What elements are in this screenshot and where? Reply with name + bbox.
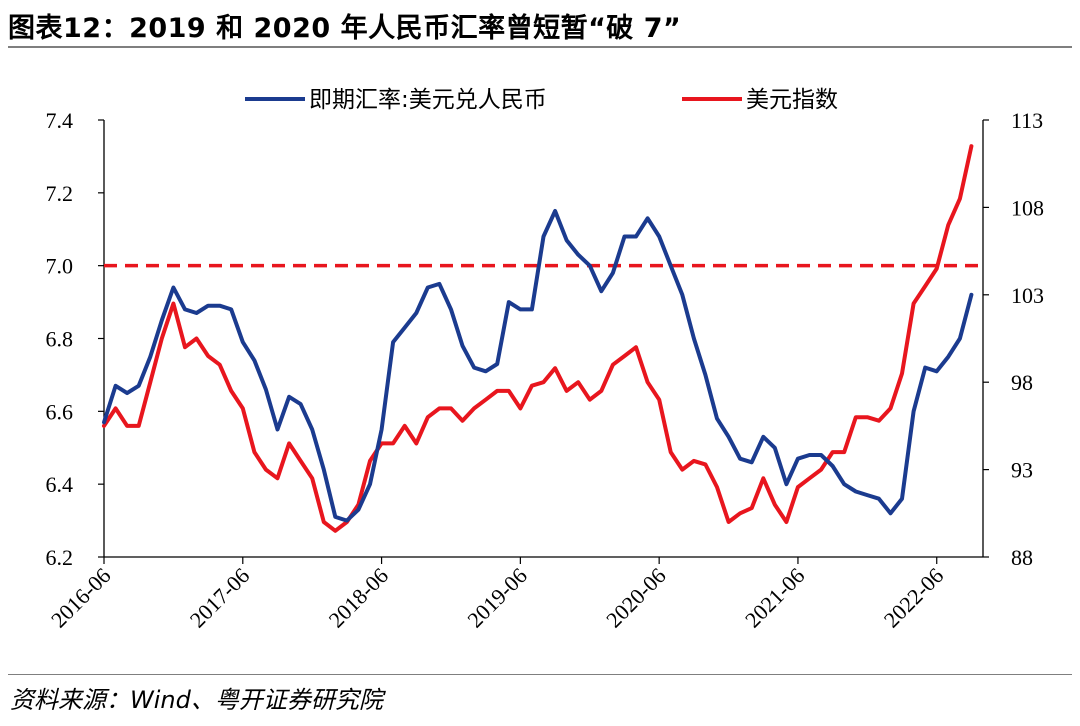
x-tick-label: 2016-06 xyxy=(46,563,116,633)
legend-label-dollar-index: 美元指数 xyxy=(746,87,838,113)
x-tick-label: 2020-06 xyxy=(601,563,671,633)
axes xyxy=(98,119,989,564)
legend-label-cny-rate: 即期汇率:美元兑人民币 xyxy=(309,87,547,113)
x-tick-label: 2019-06 xyxy=(462,563,532,633)
y-left-tick-label: 7.4 xyxy=(46,108,74,133)
source-note: 资料来源：Wind、粤开证券研究院 xyxy=(10,686,383,714)
y-right-tick-label: 108 xyxy=(1011,195,1044,220)
title-divider xyxy=(8,46,1072,48)
x-tick-label: 2017-06 xyxy=(185,563,255,633)
chart-title: 图表12：2019 和 2020 年人民币汇率曾短暂“破 7” xyxy=(8,13,682,44)
y-right-tick-label: 103 xyxy=(1011,283,1044,308)
y-left-tick-label: 6.6 xyxy=(46,399,74,424)
y-right-tick-label: 93 xyxy=(1011,458,1033,483)
y-left-tick-label: 6.8 xyxy=(46,327,74,352)
x-tick-label: 2021-06 xyxy=(740,563,810,633)
series-line-dollar-index xyxy=(102,144,974,533)
series-line-cny-rate xyxy=(102,209,974,523)
x-tick-label: 2018-06 xyxy=(324,563,394,633)
series-group xyxy=(102,144,974,533)
y-left-tick-label: 7.0 xyxy=(46,254,74,279)
y-left-tick-label: 6.4 xyxy=(46,472,74,497)
x-tick-label: 2022-06 xyxy=(879,563,949,633)
source-divider xyxy=(8,674,1072,675)
y-right-tick-label: 113 xyxy=(1011,108,1043,133)
y-left-tick-label: 7.2 xyxy=(46,181,74,206)
legend: 即期汇率:美元兑人民币 美元指数 xyxy=(245,87,838,113)
tick-labels: 6.2 6.4 6.6 6.8 7.0 7.2 7.4 88 93 98 103 108 113 2016… xyxy=(46,108,1045,632)
y-right-tick-label: 98 xyxy=(1011,370,1033,395)
y-right-tick-label: 88 xyxy=(1011,545,1033,570)
y-left-tick-label: 6.2 xyxy=(46,545,74,570)
